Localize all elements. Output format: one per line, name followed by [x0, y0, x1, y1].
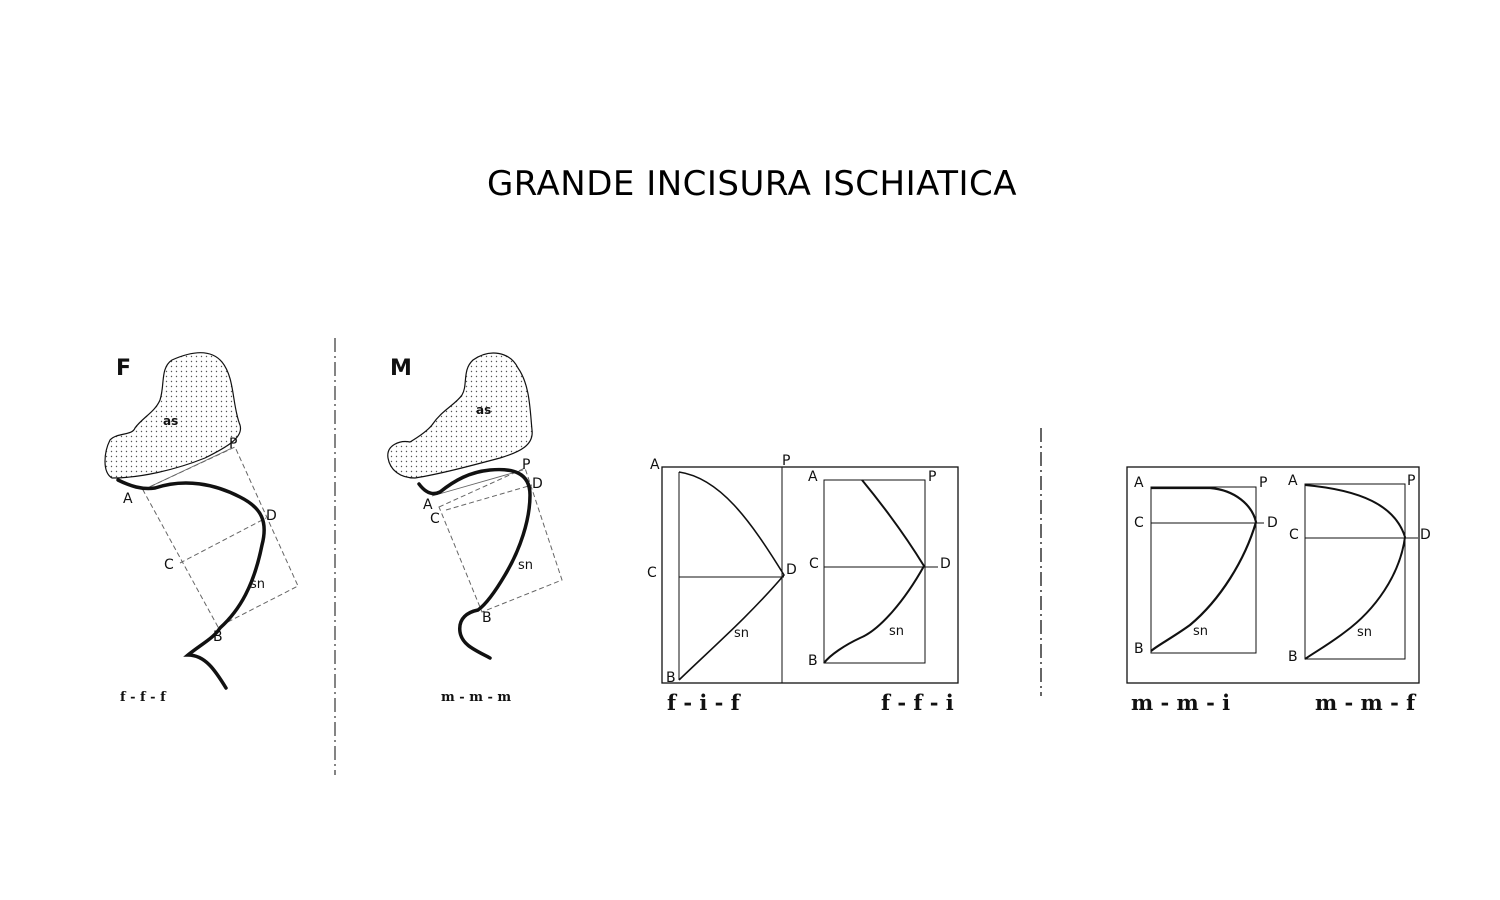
point-d-m: D	[532, 476, 543, 492]
scheme-mmi-p: P	[1259, 475, 1267, 491]
measure-rect-m	[438, 467, 563, 613]
scheme-mmf-d: D	[1420, 527, 1431, 543]
point-p-m: P	[522, 457, 530, 473]
scheme-frame-f	[661, 466, 959, 684]
caption-mmi: m - m - i	[1131, 690, 1230, 715]
point-c-m: C	[430, 511, 440, 527]
notch-curve-m	[417, 467, 532, 660]
caption-mmf: m - m - f	[1315, 690, 1417, 715]
scheme-mmf-curve	[1304, 484, 1407, 660]
measure-line-ap-m	[431, 469, 524, 497]
caption-mmm: m - m - m	[441, 690, 511, 705]
scheme-ffi-a: A	[808, 469, 818, 485]
scheme-mmi-curve	[1150, 486, 1258, 652]
notch-curve-f	[116, 478, 266, 690]
auricular-label-f: as	[163, 414, 178, 428]
panel-letter-f: F	[116, 356, 131, 381]
scheme-ffi-d: D	[940, 556, 951, 572]
scheme-mmf-c: C	[1289, 527, 1299, 543]
caption-fif: f - i - f	[667, 690, 742, 715]
scheme-fif-a: A	[650, 457, 660, 473]
sn-label-m: sn	[518, 558, 533, 573]
scheme-ffi-rect	[823, 479, 926, 664]
scheme-mmf-rect	[1304, 483, 1406, 660]
slide-title: GRANDE INCISURA ISCHIATICA	[486, 164, 1018, 204]
scheme-mmf-a: A	[1288, 473, 1298, 489]
measure-rect-f	[142, 446, 299, 628]
scheme-mmf-sn: sn	[1357, 625, 1372, 640]
scheme-ffi-curve	[823, 479, 926, 664]
sn-label-f: sn	[250, 577, 265, 592]
scheme-fif-b: B	[666, 670, 676, 686]
point-d-f: D	[266, 508, 277, 524]
point-b-f: B	[213, 629, 223, 645]
measure-line-cd-m	[445, 484, 533, 511]
auricular-label-m: as	[476, 403, 491, 417]
caption-ffi: f - f - i	[881, 690, 954, 715]
scheme-mmi-sn: sn	[1193, 624, 1208, 639]
scheme-mmf-b: B	[1288, 649, 1298, 665]
scheme-mmf-p: P	[1407, 473, 1415, 489]
panel-male: M as A P D C B sn m - m - m	[387, 352, 563, 705]
scheme-mmi-a: A	[1134, 475, 1144, 491]
scheme-ffi-c: C	[809, 556, 819, 572]
scheme-mmi-b: B	[1134, 641, 1144, 657]
scheme-frame-m	[1126, 466, 1420, 684]
schemes-male: A P C D B sn m - m - i A P C D B sn m - …	[1126, 466, 1431, 715]
scheme-fif-d: D	[786, 562, 797, 578]
scheme-fif-p: P	[782, 453, 790, 469]
scheme-fif-sn: sn	[734, 626, 749, 641]
caption-fff: f - f - f	[120, 690, 167, 705]
auricular-surface-m	[387, 352, 533, 479]
scheme-ffi-sn: sn	[889, 624, 904, 639]
measure-line-cd-f	[179, 517, 267, 564]
point-p-f: P	[229, 436, 237, 452]
panel-letter-m: M	[390, 356, 412, 381]
scheme-mmi-c: C	[1134, 515, 1144, 531]
scheme-fif-c: C	[647, 565, 657, 581]
auricular-surface-f	[104, 352, 242, 479]
measure-line-ap-f	[142, 447, 233, 491]
scheme-ffi-b: B	[808, 653, 818, 669]
scheme-fif-curve	[678, 471, 785, 681]
point-a-m: A	[423, 497, 433, 513]
point-c-f: C	[164, 557, 174, 573]
scheme-ffi-p: P	[928, 469, 936, 485]
point-b-m: B	[482, 610, 492, 626]
point-a-f: A	[123, 491, 133, 507]
schemes-female: A P C D B sn f - i - f A P C D B sn f - …	[647, 453, 959, 715]
panel-female: F as A P D C B sn f - f - f	[104, 352, 299, 705]
scheme-mmi-d: D	[1267, 515, 1278, 531]
